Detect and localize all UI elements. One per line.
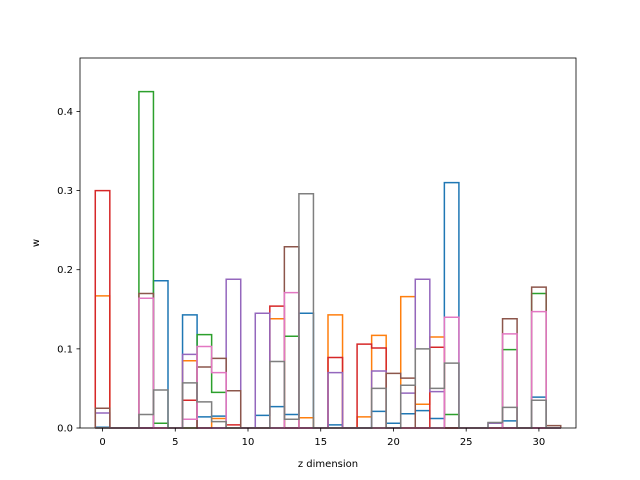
x-tick-label: 25: [460, 437, 473, 448]
x-tick-label: 5: [172, 437, 178, 448]
plot-frame: [79, 57, 577, 429]
y-tick-label: 0.3: [57, 186, 73, 197]
x-tick-label: 10: [242, 437, 255, 448]
x-axis-ticks: 0 5 10 15 20 25 30: [99, 428, 545, 448]
x-tick-label: 30: [533, 437, 546, 448]
y-tick-label: 0.0: [57, 424, 73, 435]
y-tick-label: 0.2: [57, 265, 73, 276]
x-axis-label: z dimension: [298, 459, 358, 470]
x-tick-label: 0: [99, 437, 105, 448]
x-tick-label: 15: [314, 437, 327, 448]
y-tick-label: 0.4: [57, 107, 73, 118]
y-axis-ticks: 0.0 0.1 0.2 0.3 0.4: [57, 107, 80, 435]
y-tick-label: 0.1: [57, 344, 73, 355]
x-tick-label: 20: [387, 437, 400, 448]
y-axis-label: w: [31, 239, 42, 247]
